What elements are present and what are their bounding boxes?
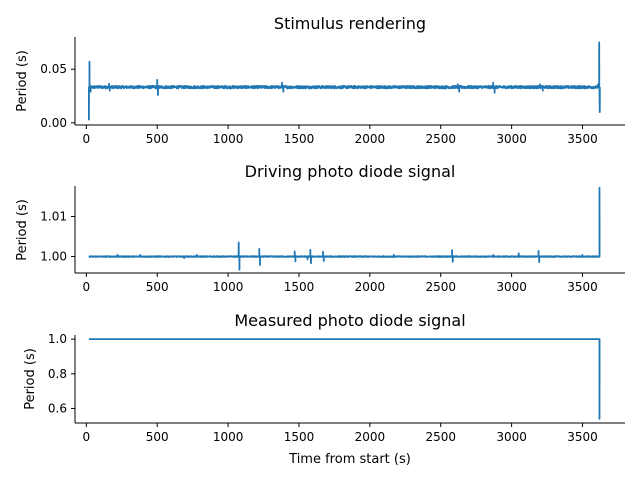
x-tick-label: 2500 [425,132,456,146]
subplot-title: Measured photo diode signal [234,311,465,330]
x-tick-label: 1000 [213,430,244,444]
subplot-title: Stimulus rendering [274,14,426,33]
x-tick-label: 1000 [213,132,244,146]
x-tick-label: 2500 [425,280,456,294]
x-tick-label: 2500 [425,430,456,444]
y-tick-label: 0.8 [48,367,67,381]
x-tick-label: 1500 [284,430,315,444]
x-tick-label: 2000 [355,430,386,444]
x-tick-label: 0 [83,280,91,294]
subplot-measured-photo-diode-signal: Measured photo diode signal Period (s) T… [23,311,625,467]
x-tick-label: 1000 [213,280,244,294]
series-line [88,338,601,420]
plot-area: 0 500 1000 1500 2000 2500 3000 3500 0.6 0.8 1.0 [48,332,625,444]
y-tick-label: 1.0 [48,332,67,346]
x-axis-label: Time from start (s) [288,452,411,467]
series-line [87,41,601,121]
plot-area: 0 500 1000 1500 2000 2500 3000 3500 1.00 1.01 [40,186,625,294]
x-tick-label: 500 [146,280,169,294]
x-tick-label: 1500 [284,132,315,146]
x-tick-label: 0 [83,430,91,444]
subplot-title: Driving photo diode signal [245,162,456,181]
y-tick-label: 0.00 [40,116,67,130]
y-tick-label: 0.6 [48,401,67,415]
x-tick-label: 0 [83,132,91,146]
x-tick-label: 500 [146,430,169,444]
x-tick-label: 3500 [567,132,598,146]
y-tick-label: 0.05 [40,62,67,76]
x-tick-label: 2000 [355,132,386,146]
x-tick-label: 3500 [567,280,598,294]
subplot-stimulus-rendering: Stimulus rendering Period (s) 0 500 1000 15… [15,14,625,146]
x-tick-label: 3000 [496,430,527,444]
x-tick-label: 2000 [355,280,386,294]
y-tick-label: 1.00 [40,250,67,264]
y-tick-label: 1.01 [40,209,67,223]
plot-area: 0 500 1000 1500 2000 2500 3000 3500 0.00 0.05 [40,37,625,146]
y-axis-label: Period (s) [15,50,30,112]
series-line [88,186,601,271]
x-tick-label: 3000 [496,280,527,294]
y-axis-label: Period (s) [15,199,30,261]
x-tick-label: 1500 [284,280,315,294]
x-tick-label: 3500 [567,430,598,444]
x-tick-label: 3000 [496,132,527,146]
y-axis-label: Period (s) [23,348,38,410]
subplot-driving-photo-diode-signal: Driving photo diode signal Period (s) 0 5… [15,162,625,294]
x-tick-label: 500 [146,132,169,146]
